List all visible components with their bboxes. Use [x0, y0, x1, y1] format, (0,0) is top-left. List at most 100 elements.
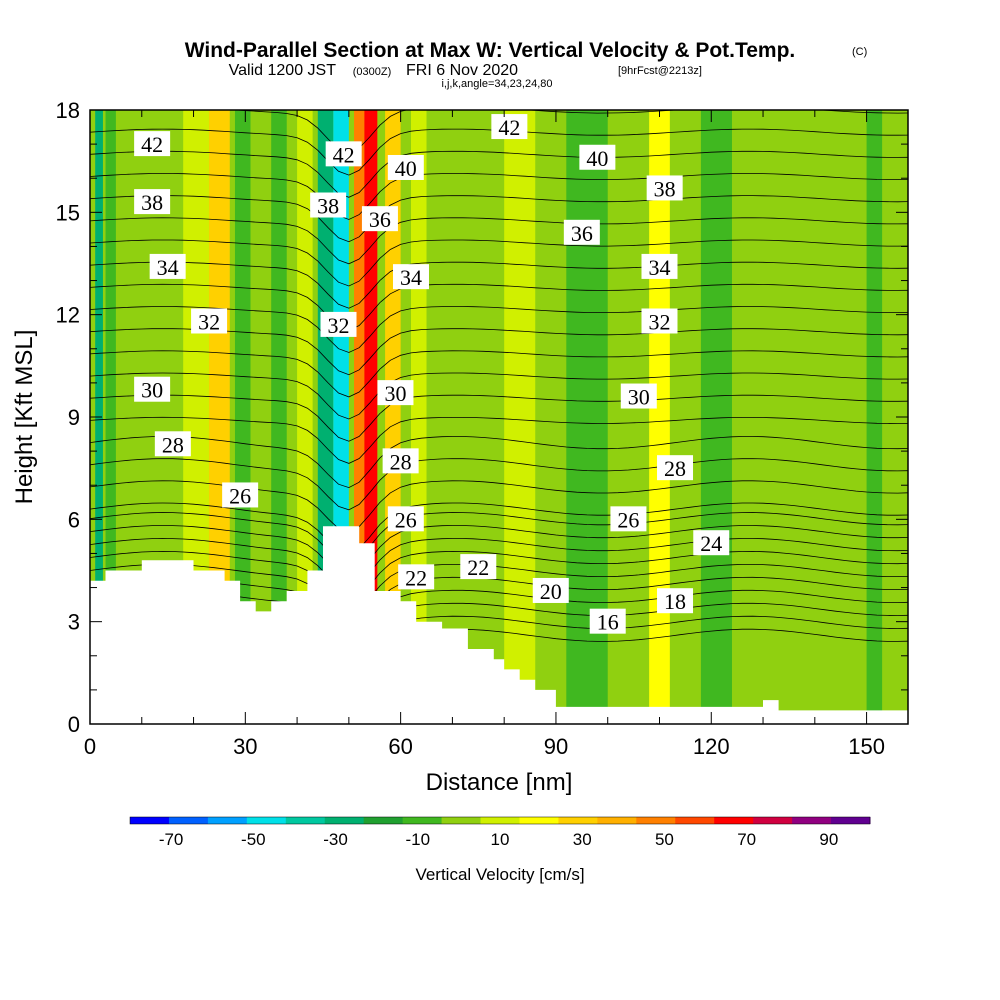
- theta-label-text: 20: [540, 579, 562, 604]
- colorbar-tick-label: 30: [573, 830, 592, 849]
- theta-label-text: 26: [395, 507, 417, 532]
- x-tick-label: 0: [84, 734, 96, 759]
- theta-contour-37: [90, 261, 908, 309]
- theta-label-box: [392, 264, 429, 290]
- colorbar-swatch: [480, 817, 520, 824]
- colorbar-swatch: [168, 817, 209, 824]
- theta-label-text: 34: [648, 255, 670, 280]
- theta-label-box: [641, 308, 678, 334]
- x-tick-label: 150: [848, 734, 885, 759]
- theta-label-text: 22: [467, 555, 489, 580]
- velocity-band-17: [700, 110, 732, 724]
- colorbar-swatch: [597, 817, 637, 824]
- theta-label-box: [149, 253, 186, 279]
- colorbar-swatch: [675, 817, 715, 824]
- colorbar-swatch: [636, 817, 676, 824]
- colorbar-swatch: [753, 817, 793, 824]
- theta-label-text: 42: [141, 132, 163, 157]
- colorbar-tick-label: 50: [655, 830, 674, 849]
- theta-label-40: 40: [387, 154, 424, 181]
- colorbar: -70 -50 -30 -10 10 30 50 70 90: [129, 816, 871, 849]
- theta-label-box: [641, 253, 678, 279]
- theta-contour-31: [90, 394, 908, 442]
- colorbar-swatch: [714, 817, 754, 824]
- theta-label-box: [532, 577, 569, 603]
- x-tick-label: 60: [388, 734, 412, 759]
- theta-label-text: 30: [141, 378, 163, 403]
- theta-contour-24: [90, 525, 908, 578]
- x-axis: 0 30 60 90 120 150: [84, 110, 885, 759]
- y-tick-label: 18: [56, 98, 80, 123]
- theta-contour-21: [90, 563, 908, 616]
- theta-label-text: 32: [648, 309, 670, 334]
- x-tick-label: 30: [233, 734, 257, 759]
- x-axis-label: Distance [nm]: [426, 769, 573, 796]
- theta-contour-39: [90, 217, 908, 265]
- theta-label-text: 42: [498, 115, 520, 140]
- theta-label-34: 34: [392, 264, 429, 290]
- theta-label-36: 36: [361, 206, 398, 232]
- colorbar-swatch: [130, 817, 170, 824]
- y-tick-label: 9: [68, 405, 80, 430]
- theta-label-text: 24: [700, 531, 722, 556]
- theta-label-box: [460, 554, 497, 580]
- theta-label-text: 26: [617, 507, 639, 532]
- theta-label-box: [222, 482, 259, 508]
- theta-label-text: 40: [586, 146, 608, 171]
- theta-label-18: 18: [657, 588, 694, 614]
- valid-date: FRI 6 Nov 2020: [406, 62, 518, 79]
- theta-contour-28: [90, 458, 908, 511]
- theta-label-text: 18: [664, 589, 686, 614]
- theta-contour-33: [90, 350, 908, 398]
- theta-label-text: 28: [664, 456, 686, 481]
- theta-label-text: 34: [400, 265, 422, 290]
- colorbar-tick-label: -50: [241, 830, 266, 849]
- theta-label-30: 30: [377, 380, 414, 406]
- colorbar-frame: [129, 816, 871, 825]
- theta-label-text: 26: [229, 483, 251, 508]
- theta-label-text: 32: [198, 309, 220, 334]
- theta-contour-22: [90, 550, 908, 604]
- theta-label-box: [610, 506, 647, 532]
- theta-label-42: 42: [491, 114, 528, 140]
- theta-label-text: 16: [597, 610, 619, 635]
- theta-label-box: [134, 376, 171, 402]
- theta-label-box: [657, 455, 694, 481]
- theta-label-32: 32: [191, 308, 228, 334]
- theta-label-box: [377, 380, 414, 406]
- colorbar-tick-label: 10: [491, 830, 510, 849]
- theta-label-text: 22: [405, 565, 427, 590]
- y-tick-label: 3: [68, 610, 80, 635]
- theta-label-box: [154, 431, 191, 457]
- theta-label-40: 40: [579, 144, 616, 171]
- colorbar-swatch: [792, 817, 832, 824]
- theta-contour-29: [90, 435, 908, 489]
- theta-contour-30: [90, 416, 908, 464]
- colorbar-swatch: [441, 817, 482, 824]
- grid-indices: i,j,k,angle=34,23,24,80: [441, 78, 552, 90]
- theta-label-42: 42: [325, 141, 362, 167]
- theta-label-box: [646, 175, 683, 201]
- theta-label-box: [589, 608, 626, 634]
- theta-label-22: 22: [460, 554, 497, 580]
- y-tick-label: 15: [56, 200, 80, 225]
- theta-contour-40: [90, 195, 908, 243]
- valid-utc: (0300Z): [353, 66, 392, 78]
- theta-label-34: 34: [641, 253, 678, 280]
- velocity-band-19: [866, 110, 883, 724]
- colorbar-swatch: [519, 817, 559, 824]
- theta-label-text: 36: [571, 221, 593, 246]
- x-tick-label: 120: [693, 734, 730, 759]
- velocity-band-6: [271, 110, 287, 724]
- velocity-band-18: [814, 110, 836, 724]
- theta-contour-23: [90, 537, 908, 591]
- terrain-mask: [90, 526, 908, 724]
- theta-contours: [90, 110, 908, 681]
- theta-label-34: 34: [149, 253, 186, 280]
- theta-label-26: 26: [387, 506, 424, 532]
- theta-label-text: 42: [333, 142, 355, 167]
- theta-label-box: [387, 154, 424, 180]
- theta-contour-42: [90, 150, 908, 198]
- theta-label-box: [398, 564, 435, 590]
- theta-label-text: 38: [654, 176, 676, 201]
